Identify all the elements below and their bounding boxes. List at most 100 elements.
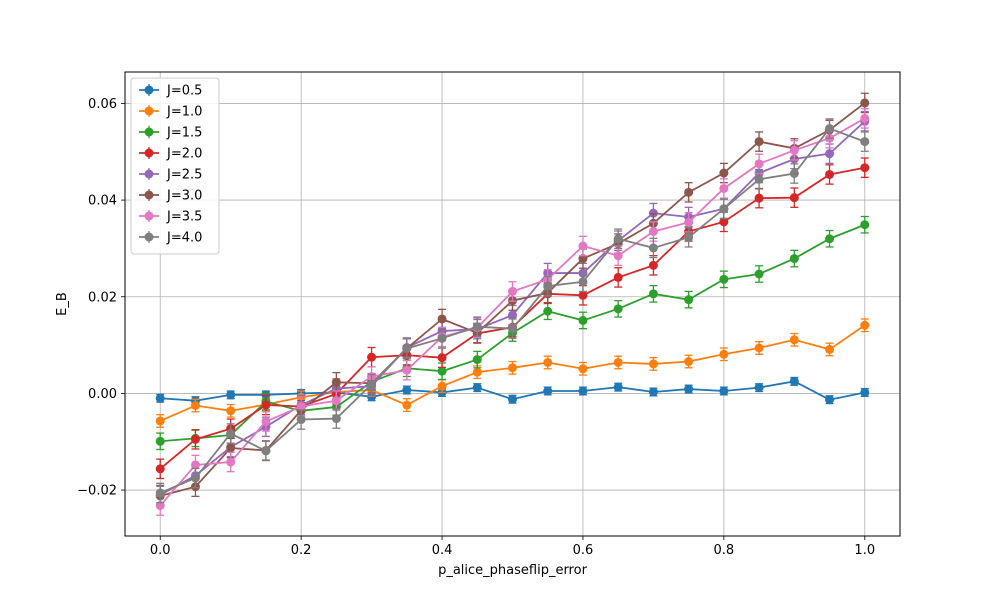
x-tick-label: 0.6 <box>573 543 594 558</box>
data-point <box>155 416 165 426</box>
data-point <box>508 394 517 404</box>
legend-label: J=1.0 <box>166 105 202 120</box>
data-point <box>719 274 729 284</box>
data-point <box>648 260 658 270</box>
x-tick-label: 0.8 <box>714 543 735 558</box>
data-point <box>226 429 236 439</box>
data-point <box>684 357 694 367</box>
data-point <box>860 320 870 330</box>
data-point <box>155 436 165 446</box>
legend-label: J=0.5 <box>166 84 202 99</box>
data-point <box>226 406 236 416</box>
data-point <box>789 169 799 178</box>
data-point <box>613 234 623 244</box>
data-point <box>402 343 412 353</box>
data-point <box>296 415 306 425</box>
y-tick-label: 0.00 <box>88 387 117 402</box>
axis-ticks: 0.0 0.2 0.4 0.6 0.8 1.0 −0.02 0.00 0.02 0.04 0.06 <box>77 97 875 558</box>
data-point <box>789 254 799 264</box>
series-J=4.0 <box>155 118 870 504</box>
legend-swatch-marker <box>144 232 154 242</box>
data-point <box>613 382 623 392</box>
data-point <box>789 335 799 345</box>
data-point <box>860 137 870 147</box>
data-point <box>543 306 553 316</box>
data-point <box>825 169 835 179</box>
series-layer <box>155 92 870 516</box>
data-point <box>578 386 588 396</box>
data-point <box>261 400 271 410</box>
data-point <box>719 217 729 227</box>
legend-swatch-marker <box>144 85 154 95</box>
data-point <box>472 322 482 332</box>
data-point <box>367 379 377 389</box>
data-point <box>543 386 553 396</box>
legend-label: J=2.5 <box>166 168 202 183</box>
legend-label: J=2.0 <box>166 147 202 162</box>
data-point <box>719 386 729 396</box>
data-point <box>402 365 412 375</box>
data-point <box>543 281 553 291</box>
data-point <box>825 395 835 405</box>
data-point <box>226 457 236 467</box>
data-point <box>402 385 412 395</box>
data-point <box>508 363 517 373</box>
data-point <box>860 387 870 397</box>
data-point <box>190 401 200 410</box>
legend-swatch-marker <box>144 106 154 116</box>
data-point <box>860 98 870 108</box>
y-tick-label: 0.06 <box>88 97 117 112</box>
data-point <box>331 396 341 406</box>
data-point <box>508 310 517 320</box>
data-point <box>296 401 306 411</box>
legend-item: J=1.5 <box>139 126 202 141</box>
legend-label: J=3.5 <box>166 210 202 225</box>
data-point <box>155 393 165 403</box>
legend-swatch-marker <box>144 190 154 200</box>
legend-item: J=3.0 <box>139 189 202 204</box>
legend-box <box>130 77 220 255</box>
data-point <box>226 443 236 453</box>
data-point <box>754 383 764 393</box>
legend-label: J=4.0 <box>166 231 202 246</box>
legend-label: J=1.5 <box>166 126 202 141</box>
data-point <box>472 355 482 365</box>
data-point <box>648 289 658 299</box>
data-point <box>825 149 835 159</box>
data-point <box>754 193 764 203</box>
y-tick-label: −0.02 <box>77 484 117 499</box>
data-point <box>719 168 729 178</box>
data-point <box>754 343 764 353</box>
data-point <box>437 314 447 324</box>
data-point <box>648 387 658 397</box>
data-point <box>648 359 658 369</box>
data-point <box>331 414 341 424</box>
legend-swatch-marker <box>144 211 154 221</box>
data-point <box>578 364 588 374</box>
data-point <box>613 251 623 261</box>
data-point <box>472 367 482 377</box>
legend-item: J=2.0 <box>139 147 202 162</box>
data-point <box>719 349 729 359</box>
data-point <box>613 304 623 314</box>
legend-item: J=4.0 <box>139 231 202 246</box>
data-point <box>155 488 165 498</box>
data-point <box>437 333 447 343</box>
data-point <box>684 384 694 394</box>
data-point <box>684 232 694 242</box>
legend-item: J=2.5 <box>139 168 202 183</box>
x-tick-label: 0.4 <box>432 543 453 558</box>
data-point <box>437 366 447 376</box>
legend-swatch-marker <box>144 127 154 137</box>
legend-item: J=0.5 <box>139 84 202 99</box>
x-axis-label: p_alice_phaseflip_error <box>438 563 587 578</box>
x-tick-label: 0.0 <box>150 543 171 558</box>
data-point <box>261 446 271 456</box>
data-point <box>754 269 764 279</box>
data-point <box>508 324 517 334</box>
data-point <box>648 227 658 236</box>
data-point <box>825 344 835 354</box>
data-point <box>190 473 200 483</box>
data-point <box>648 243 658 253</box>
